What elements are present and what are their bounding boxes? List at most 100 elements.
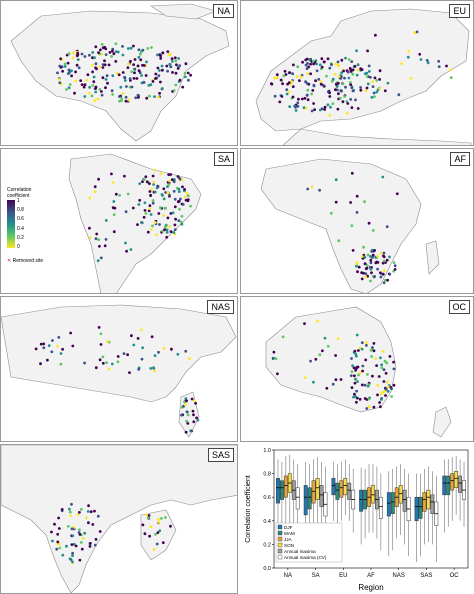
site-marker bbox=[170, 347, 173, 351]
site-marker bbox=[176, 352, 180, 356]
site-marker bbox=[71, 554, 74, 557]
site-marker bbox=[103, 244, 107, 248]
x-tick-label: NA bbox=[284, 573, 292, 579]
site-marker bbox=[273, 94, 277, 98]
site-marker bbox=[118, 95, 121, 98]
site-marker bbox=[91, 51, 95, 54]
site-marker bbox=[303, 376, 307, 379]
legend-swatch bbox=[277, 530, 283, 536]
site-marker bbox=[166, 216, 170, 220]
map-eu bbox=[255, 8, 472, 145]
site-marker bbox=[65, 544, 68, 548]
map-panel-nas: NAS bbox=[0, 296, 238, 442]
site-marker bbox=[304, 63, 308, 67]
site-marker bbox=[100, 90, 103, 93]
site-marker bbox=[79, 541, 83, 544]
site-marker bbox=[372, 342, 376, 345]
site-marker bbox=[74, 70, 77, 74]
site-marker bbox=[125, 85, 128, 88]
site-marker bbox=[172, 231, 176, 234]
site-marker bbox=[373, 76, 377, 80]
site-marker bbox=[334, 62, 338, 66]
site-marker bbox=[161, 51, 165, 55]
site-marker bbox=[353, 381, 357, 385]
site-marker bbox=[187, 78, 190, 82]
site-marker bbox=[164, 225, 167, 229]
site-marker bbox=[392, 261, 396, 264]
site-marker bbox=[39, 362, 42, 366]
box bbox=[458, 475, 462, 493]
site-marker bbox=[79, 507, 83, 511]
site-marker bbox=[355, 333, 359, 337]
site-marker bbox=[141, 63, 144, 67]
site-marker bbox=[59, 362, 63, 366]
site-marker bbox=[167, 53, 171, 57]
site-marker bbox=[350, 106, 354, 109]
site-marker bbox=[145, 180, 149, 184]
box bbox=[450, 473, 455, 491]
site-marker bbox=[386, 390, 390, 393]
site-marker bbox=[312, 102, 315, 105]
site-marker bbox=[323, 105, 327, 109]
site-marker bbox=[94, 62, 98, 66]
site-marker bbox=[63, 65, 67, 68]
box bbox=[347, 482, 352, 500]
site-marker bbox=[386, 385, 390, 389]
site-marker bbox=[352, 366, 356, 370]
site-marker bbox=[149, 367, 153, 370]
site-marker bbox=[349, 374, 353, 377]
site-marker bbox=[96, 259, 100, 263]
box bbox=[307, 487, 312, 510]
site-marker bbox=[125, 249, 128, 253]
legend-tick: 0.8 bbox=[17, 207, 24, 213]
map-panel-oc: OC bbox=[240, 296, 474, 442]
site-marker bbox=[58, 546, 62, 550]
box bbox=[390, 492, 395, 514]
site-marker bbox=[145, 96, 149, 100]
site-marker bbox=[178, 207, 181, 211]
site-marker bbox=[89, 542, 92, 545]
site-marker bbox=[176, 67, 180, 70]
site-marker bbox=[344, 56, 347, 60]
site-marker bbox=[413, 31, 417, 35]
site-marker bbox=[104, 238, 108, 241]
site-marker bbox=[270, 82, 273, 86]
site-marker bbox=[186, 71, 190, 75]
site-marker bbox=[85, 78, 89, 82]
site-marker bbox=[94, 90, 98, 94]
site-marker bbox=[364, 358, 368, 362]
site-marker bbox=[305, 82, 309, 85]
site-marker bbox=[86, 73, 90, 77]
site-marker bbox=[112, 52, 116, 56]
site-marker bbox=[328, 91, 331, 95]
site-marker bbox=[336, 60, 340, 64]
site-marker bbox=[318, 353, 322, 357]
site-marker bbox=[319, 82, 323, 86]
site-marker bbox=[334, 88, 337, 92]
site-marker bbox=[91, 523, 95, 526]
site-marker bbox=[365, 341, 368, 344]
site-marker bbox=[374, 261, 378, 265]
site-marker bbox=[360, 341, 364, 345]
site-marker bbox=[184, 198, 188, 202]
site-marker bbox=[123, 79, 127, 82]
site-marker bbox=[72, 525, 76, 529]
site-marker bbox=[314, 79, 317, 83]
site-marker bbox=[101, 63, 105, 66]
site-marker bbox=[111, 49, 114, 53]
site-marker bbox=[148, 94, 151, 98]
site-marker bbox=[161, 68, 164, 72]
site-marker bbox=[168, 63, 172, 66]
site-marker bbox=[59, 352, 63, 355]
site-marker bbox=[354, 377, 357, 381]
site-marker bbox=[353, 349, 357, 353]
site-marker bbox=[141, 346, 145, 350]
correlation-legend: Correlation coefficient 1 0.8 0.6 0.4 0.… bbox=[7, 187, 43, 264]
site-marker bbox=[90, 94, 94, 98]
site-marker bbox=[179, 220, 183, 224]
site-marker bbox=[112, 200, 116, 203]
site-marker bbox=[151, 201, 155, 205]
site-marker bbox=[445, 64, 448, 68]
site-marker bbox=[379, 398, 383, 401]
site-marker bbox=[374, 357, 378, 360]
